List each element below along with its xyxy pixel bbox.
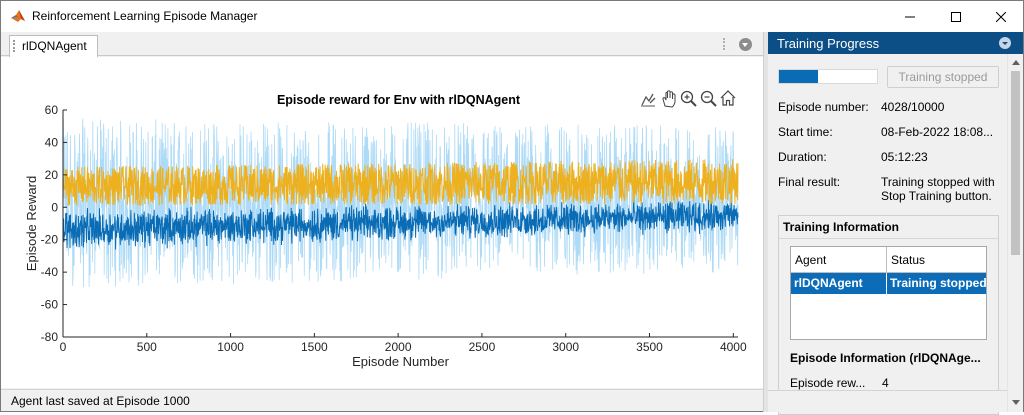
x-tick-label: 2500 <box>469 340 496 354</box>
panel-splitter[interactable] <box>763 32 768 412</box>
x-tick-label: 0 <box>60 340 67 354</box>
minimize-button[interactable] <box>887 1 933 32</box>
scroll-thumb[interactable] <box>1011 71 1020 255</box>
column-header-status[interactable]: Status <box>887 247 986 273</box>
panel-menu-chevron-icon[interactable] <box>999 37 1011 49</box>
series-line-2 <box>62 199 739 250</box>
y-tick-label: -80 <box>41 330 59 344</box>
y-tick-label: -20 <box>41 233 59 247</box>
panel-horizontal-scrollbar[interactable] <box>768 390 1007 412</box>
stop-training-button[interactable]: Training stopped <box>887 66 999 88</box>
group-divider <box>779 238 998 239</box>
status-bar: Agent last saved at Episode 1000 <box>1 389 763 411</box>
x-tick-label: 3000 <box>552 340 579 354</box>
cell-agent: rlDQNAgent <box>791 273 887 294</box>
y-tick-label: 0 <box>51 200 58 214</box>
close-icon <box>996 11 1006 22</box>
tab-menu-chevron-icon[interactable] <box>739 38 752 51</box>
close-button[interactable] <box>978 1 1024 32</box>
data-tips-icon[interactable] <box>641 93 656 107</box>
duration-label: Duration: <box>778 150 827 164</box>
plot-area: 0 500 1000 1500 2000 2500 3000 3500 4000 -80 -60 -4… <box>1 57 763 388</box>
y-tick-label: 20 <box>45 168 59 182</box>
final-result-label: Final result: <box>778 175 841 189</box>
y-tick-label: 40 <box>45 135 59 149</box>
tabstrip-grip-icon <box>723 38 725 50</box>
x-tick-label: 3500 <box>636 340 663 354</box>
episode-number-value: 4028/10000 <box>881 100 945 114</box>
series-path <box>62 199 739 250</box>
training-info-table: Agent Status rlDQNAgent Training stopped <box>790 246 987 340</box>
panel-title: Training Progress <box>777 36 880 51</box>
y-tick-label: 60 <box>45 103 59 117</box>
window-title: Reinforcement Learning Episode Manager <box>32 9 258 23</box>
zoom-in-icon[interactable] <box>680 90 697 107</box>
axes-toolbar <box>641 90 736 108</box>
scroll-down-arrow-icon[interactable] <box>1012 400 1020 405</box>
minimize-icon <box>905 16 915 17</box>
panel-vertical-scrollbar[interactable] <box>1007 54 1023 412</box>
home-icon[interactable] <box>720 90 736 106</box>
document-tabstrip: rlDQNAgent <box>1 32 763 57</box>
cell-status: Training stopped <box>890 276 986 290</box>
y-axis-label: Episode Reward <box>24 176 39 271</box>
column-header-agent[interactable]: Agent <box>791 247 887 273</box>
tab-rldqnagent[interactable]: rlDQNAgent <box>9 35 98 57</box>
training-information-title: Training Information <box>783 220 899 234</box>
x-tick-label: 2000 <box>385 340 412 354</box>
episode-information-title: Episode Information (rlDQNAge... <box>790 351 981 365</box>
panel-header: Training Progress <box>768 32 1023 54</box>
pan-icon[interactable] <box>662 90 676 108</box>
final-result-value-line2: Stop Training button. <box>881 189 992 203</box>
matlab-logo-icon <box>11 10 25 22</box>
start-time-label: Start time: <box>778 125 833 139</box>
series-line-3 <box>62 159 739 207</box>
x-tick-label: 1000 <box>217 340 244 354</box>
episode-reward-chart: 0 500 1000 1500 2000 2500 3000 3500 4000 -80 -60 -4… <box>24 90 747 369</box>
table-row[interactable]: rlDQNAgent Training stopped <box>791 273 986 294</box>
episode-reward-value: 4 <box>882 376 889 390</box>
training-progress-panel: Training Progress Training stopped Episo… <box>768 32 1023 415</box>
x-axis-label: Episode Number <box>352 354 449 369</box>
title-bar: Reinforcement Learning Episode Manager <box>1 1 1023 32</box>
y-tick-label: -60 <box>41 298 59 312</box>
progress-fill <box>779 70 819 83</box>
chart-title: Episode reward for Env with rlDQNAgent <box>277 93 521 107</box>
x-tick-label: 500 <box>137 340 157 354</box>
maximize-icon <box>951 11 961 22</box>
x-tick-label: 1500 <box>301 340 328 354</box>
episode-reward-label: Episode rew... <box>790 376 866 390</box>
zoom-out-icon[interactable] <box>700 90 717 107</box>
training-information-group: Training Information Agent Status rlDQNA… <box>778 215 999 415</box>
duration-value: 05:12:23 <box>881 150 928 164</box>
series-path <box>62 159 739 207</box>
training-progress-bar <box>778 69 878 84</box>
maximize-button[interactable] <box>933 1 979 32</box>
status-text: Agent last saved at Episode 1000 <box>11 394 190 408</box>
x-tick-label: 4000 <box>720 340 747 354</box>
start-time-value: 08-Feb-2022 18:08... <box>881 125 994 139</box>
final-result-value: Training stopped with <box>881 175 995 189</box>
scroll-up-arrow-icon[interactable] <box>1012 60 1020 65</box>
episode-number-label: Episode number: <box>778 100 869 114</box>
y-tick-label: -40 <box>41 265 59 279</box>
